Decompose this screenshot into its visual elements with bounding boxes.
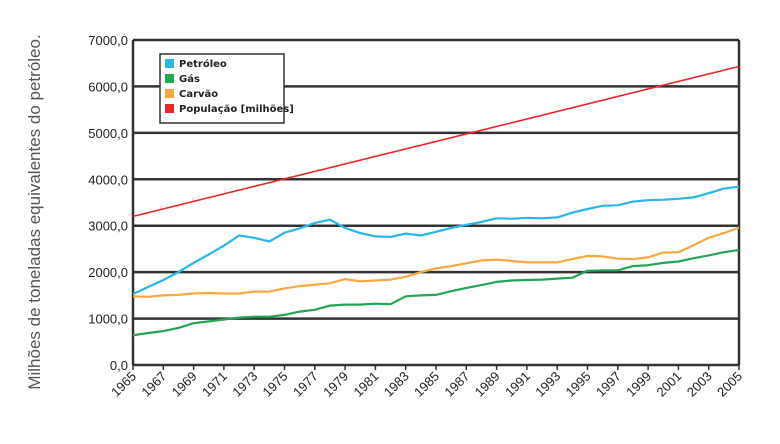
legend-label: Carvão — [179, 89, 218, 100]
x-tick-label: 1989 — [472, 369, 503, 400]
legend-box — [159, 53, 285, 124]
legend-label: População [milhões] — [179, 104, 294, 115]
x-tick-label: 1999 — [623, 369, 654, 400]
x-tick-label: 1975 — [260, 369, 291, 400]
x-tick-label: 1983 — [381, 369, 412, 400]
y-tick-label: 1000,0 — [88, 312, 128, 327]
y-tick-labels: 0,0 1000,0 2000,0 3000,0 4000,0 5000,0 6000,0 7… — [88, 33, 128, 373]
legend-label: Gás — [179, 73, 200, 85]
legend-label: Petróleo — [179, 58, 227, 70]
x-tick-label: 2003 — [684, 369, 715, 400]
legend-swatch — [165, 59, 174, 68]
x-tick-label: 1991 — [502, 369, 533, 400]
x-tick-label: 1997 — [593, 369, 624, 400]
y-tick-label: 7000,0 — [88, 33, 128, 48]
legend: Petróleo Gás Carvão População [milhões] — [159, 53, 294, 124]
x-tick-label: 1971 — [199, 369, 230, 400]
series-line — [132, 248, 740, 337]
legend-swatch — [165, 89, 174, 98]
y-axis-label: Milhões de toneladas equivalentes do pet… — [25, 34, 44, 389]
series-line — [132, 185, 740, 295]
legend-swatch — [165, 74, 174, 83]
legend-swatch — [165, 104, 174, 113]
y-tick-label: 6000,0 — [88, 79, 128, 94]
y-tick-label: 4000,0 — [88, 172, 128, 187]
series-lines — [132, 65, 740, 337]
x-tick-label: 2005 — [714, 369, 745, 400]
x-tick-label: 1967 — [138, 369, 169, 400]
axes — [131, 40, 741, 370]
series-line — [132, 65, 740, 218]
x-tick-label: 1977 — [290, 369, 321, 400]
y-tick-label: 0,0 — [110, 358, 128, 373]
x-tick-label: 1969 — [169, 369, 200, 400]
x-tick-labels: 1965 1967 1969 1971 1973 1975 1977 1979 1981 1983… — [108, 369, 745, 400]
x-tick-label: 1981 — [350, 369, 381, 400]
y-tick-label: 2000,0 — [88, 265, 128, 280]
x-tick-label: 1985 — [411, 369, 442, 400]
x-tick-label: 2001 — [653, 369, 684, 400]
x-tick-label: 1965 — [108, 369, 139, 400]
x-tick-label: 1979 — [320, 369, 351, 400]
y-tick-label: 3000,0 — [88, 219, 128, 234]
y-tick-label: 5000,0 — [88, 126, 128, 141]
x-tick-label: 1973 — [229, 369, 260, 400]
x-tick-label: 1995 — [563, 369, 594, 400]
series-line — [132, 226, 740, 298]
x-tick-label: 1987 — [441, 369, 472, 400]
x-tick-label: 1993 — [532, 369, 563, 400]
